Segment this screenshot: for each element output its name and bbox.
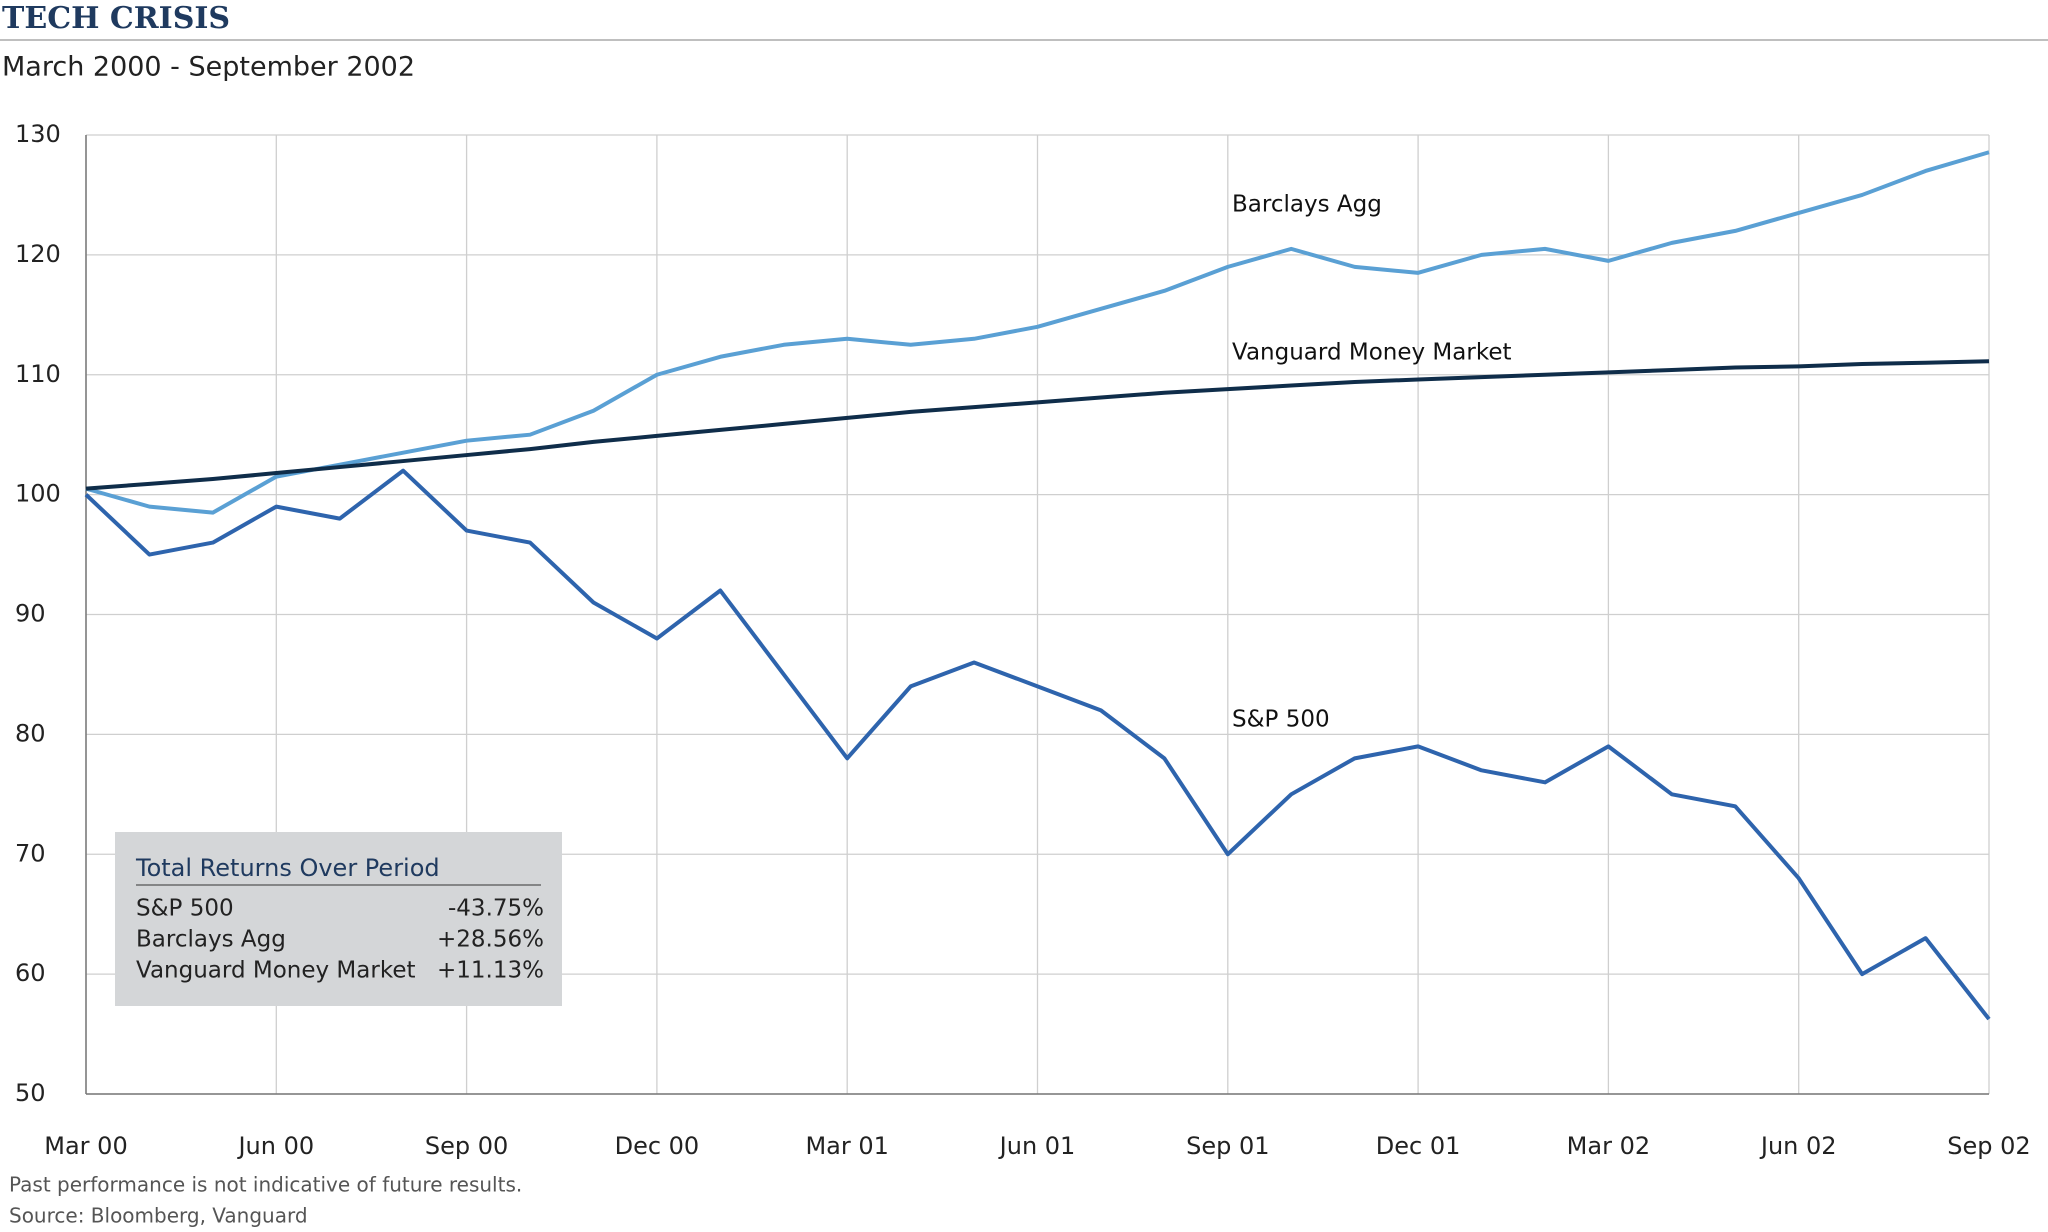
y-tick-label: 100: [15, 480, 61, 508]
inset-value: -43.75%: [448, 896, 544, 922]
x-tick-label: Dec 00: [615, 1132, 700, 1160]
x-tick-label: Jun 02: [1759, 1132, 1837, 1160]
series-line: [84, 468, 1991, 1021]
series-label: Vanguard Money Market: [1232, 340, 1511, 366]
y-tick-label: 90: [15, 600, 46, 628]
series-line: [85, 359, 1990, 491]
y-tick-label: 70: [15, 839, 46, 867]
series-line: [85, 150, 1990, 515]
x-tick-label: Sep 01: [1186, 1132, 1269, 1160]
y-tick-label: 110: [15, 360, 61, 388]
x-tick-label: Jun 01: [998, 1132, 1076, 1160]
inset-name: S&P 500: [136, 896, 234, 922]
footnote: Past performance is not indicative of fu…: [9, 1173, 522, 1197]
x-tick-label: Sep 02: [1947, 1132, 2030, 1160]
inset-name: Barclays Agg: [136, 927, 286, 953]
y-tick-label: 80: [15, 719, 46, 747]
x-tick-label: Dec 01: [1376, 1132, 1461, 1160]
x-tick-label: Mar 01: [805, 1132, 888, 1160]
footnote: Source: Bloomberg, Vanguard: [9, 1204, 308, 1228]
y-tick-label: 50: [15, 1079, 46, 1107]
y-tick-label: 120: [15, 240, 61, 268]
chart-title: TECH CRISIS: [2, 1, 230, 36]
inset-box: [115, 832, 562, 1006]
inset-value: +28.56%: [437, 927, 544, 953]
x-tick-label: Sep 00: [425, 1132, 508, 1160]
inset-name: Vanguard Money Market: [136, 958, 415, 984]
inset-value: +11.13%: [437, 958, 544, 984]
x-tick-label: Mar 02: [1567, 1132, 1650, 1160]
series-label: S&P 500: [1232, 707, 1330, 733]
chart-subtitle: March 2000 - September 2002: [2, 52, 415, 83]
x-tick-label: Jun 00: [236, 1132, 314, 1160]
series-label: Barclays Agg: [1232, 192, 1382, 218]
y-tick-label: 60: [15, 959, 46, 987]
inset-title: Total Returns Over Period: [135, 854, 440, 882]
y-tick-label: 130: [15, 120, 61, 148]
x-tick-label: Mar 00: [44, 1132, 127, 1160]
